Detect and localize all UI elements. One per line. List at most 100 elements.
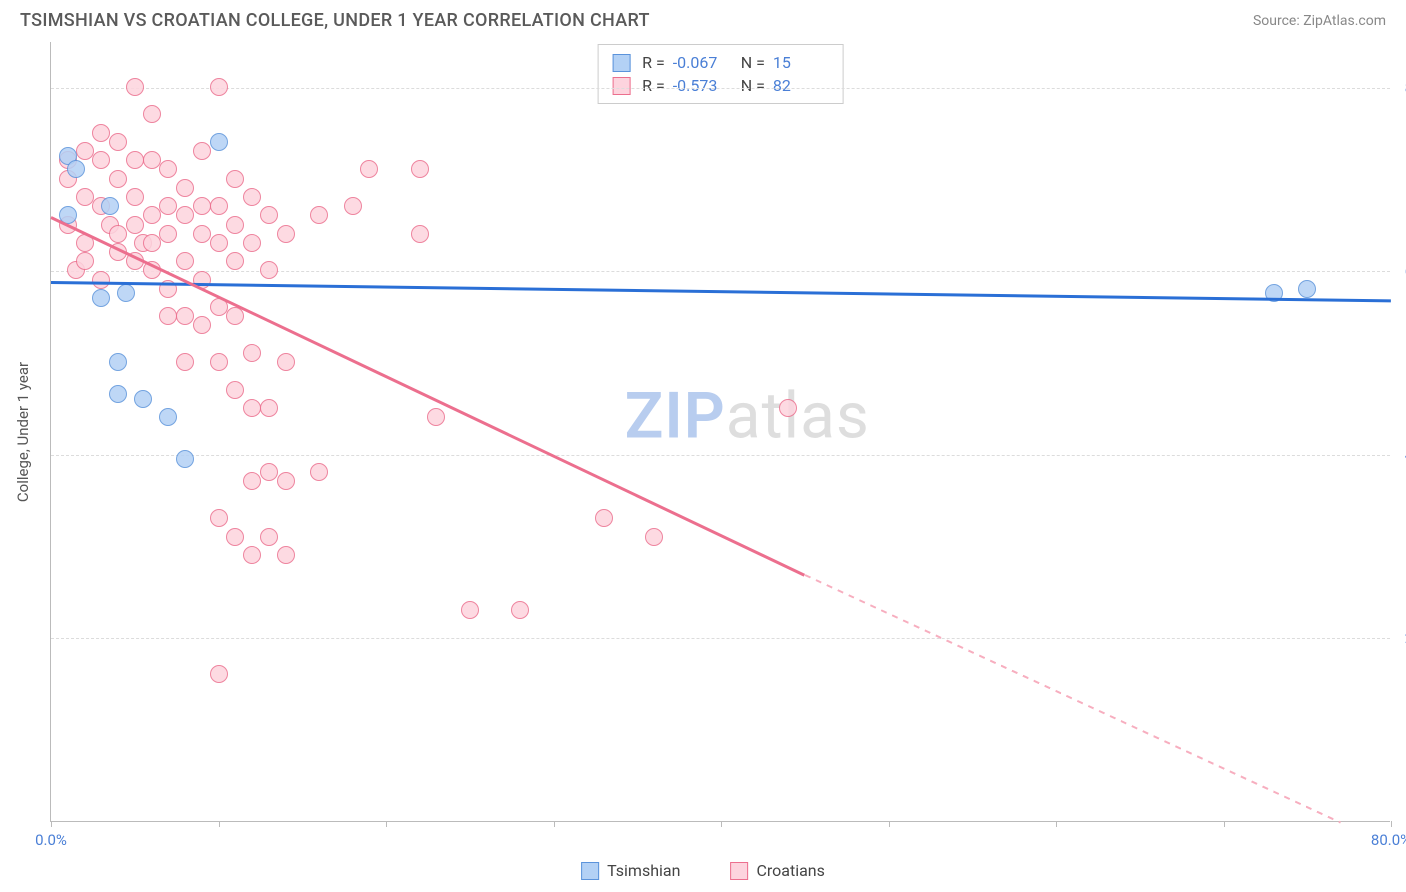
data-point [277,472,295,490]
data-point [159,408,177,426]
data-point [176,353,194,371]
data-point [226,381,244,399]
data-point [344,197,362,215]
trend-line [804,574,1341,824]
data-point [176,179,194,197]
data-point [109,170,127,188]
data-point [193,142,211,160]
gridline [51,88,1390,89]
chart-header: TSIMSHIAN VS CROATIAN COLLEGE, UNDER 1 Y… [0,0,1406,39]
x-tick [889,821,890,827]
watermark-part1: ZIP [625,378,726,453]
data-point [92,289,110,307]
data-point [76,188,94,206]
data-point [243,546,261,564]
data-point [260,399,278,417]
data-point [109,385,127,403]
x-tick [219,821,220,827]
data-point [210,509,228,527]
data-point [461,601,479,619]
gridline [51,271,1390,272]
data-point [310,206,328,224]
data-point [126,188,144,206]
data-point [193,225,211,243]
legend-swatch [730,862,748,880]
data-point [243,188,261,206]
x-tick-label: 80.0% [1371,831,1406,849]
legend-correlation-stats: R =-0.067N =15R =-0.573N =82 [597,44,844,104]
data-point [126,151,144,169]
data-point [260,261,278,279]
r-label: R = [642,53,665,72]
data-point [143,151,161,169]
data-point [277,546,295,564]
x-tick [386,821,387,827]
data-point [159,197,177,215]
x-tick-label: 0.0% [35,831,67,849]
chart-title: TSIMSHIAN VS CROATIAN COLLEGE, UNDER 1 Y… [20,10,650,31]
data-point [92,271,110,289]
data-point [1298,280,1316,298]
data-point [210,133,228,151]
r-value: -0.573 [673,76,729,95]
data-point [92,151,110,169]
x-tick [1391,821,1392,827]
data-point [109,133,127,151]
r-label: R = [642,76,665,95]
series-legend: Tsimshian Croatians [581,861,825,880]
data-point [134,390,152,408]
data-point [310,463,328,481]
legend-label: Croatians [756,861,824,880]
data-point [126,216,144,234]
legend-swatch [612,54,630,72]
data-point [176,307,194,325]
source-attribution: Source: ZipAtlas.com [1253,13,1386,29]
data-point [226,170,244,188]
legend-swatch [612,77,630,95]
data-point [159,225,177,243]
gridline [51,455,1390,456]
data-point [143,206,161,224]
data-point [101,197,119,215]
data-point [193,316,211,334]
data-point [176,450,194,468]
watermark: ZIPatlas [625,378,870,453]
legend-item: Tsimshian [581,861,680,880]
data-point [210,665,228,683]
legend-swatch [581,862,599,880]
legend-label: Tsimshian [607,861,680,880]
data-point [76,142,94,160]
data-point [411,160,429,178]
legend-item: Croatians [730,861,824,880]
x-tick [1056,821,1057,827]
data-point [226,216,244,234]
data-point [277,353,295,371]
data-point [260,528,278,546]
data-point [595,509,613,527]
data-point [243,472,261,490]
legend-stats-row: R =-0.067N =15 [612,51,829,74]
data-point [779,399,797,417]
r-value: -0.067 [673,53,729,72]
data-point [260,206,278,224]
data-point [210,353,228,371]
data-point [277,225,295,243]
data-point [210,197,228,215]
trend-line [51,281,1391,302]
x-tick [721,821,722,827]
data-point [243,344,261,362]
data-point [360,160,378,178]
data-point [92,124,110,142]
data-point [176,206,194,224]
data-point [109,353,127,371]
data-point [210,234,228,252]
scatter-chart: College, Under 1 year ZIPatlas R =-0.067… [50,42,1390,822]
watermark-part2: atlas [726,378,870,453]
n-value: 82 [773,76,829,95]
data-point [645,528,663,546]
n-value: 15 [773,53,829,72]
data-point [226,252,244,270]
gridline [51,638,1390,639]
data-point [159,307,177,325]
data-point [193,197,211,215]
